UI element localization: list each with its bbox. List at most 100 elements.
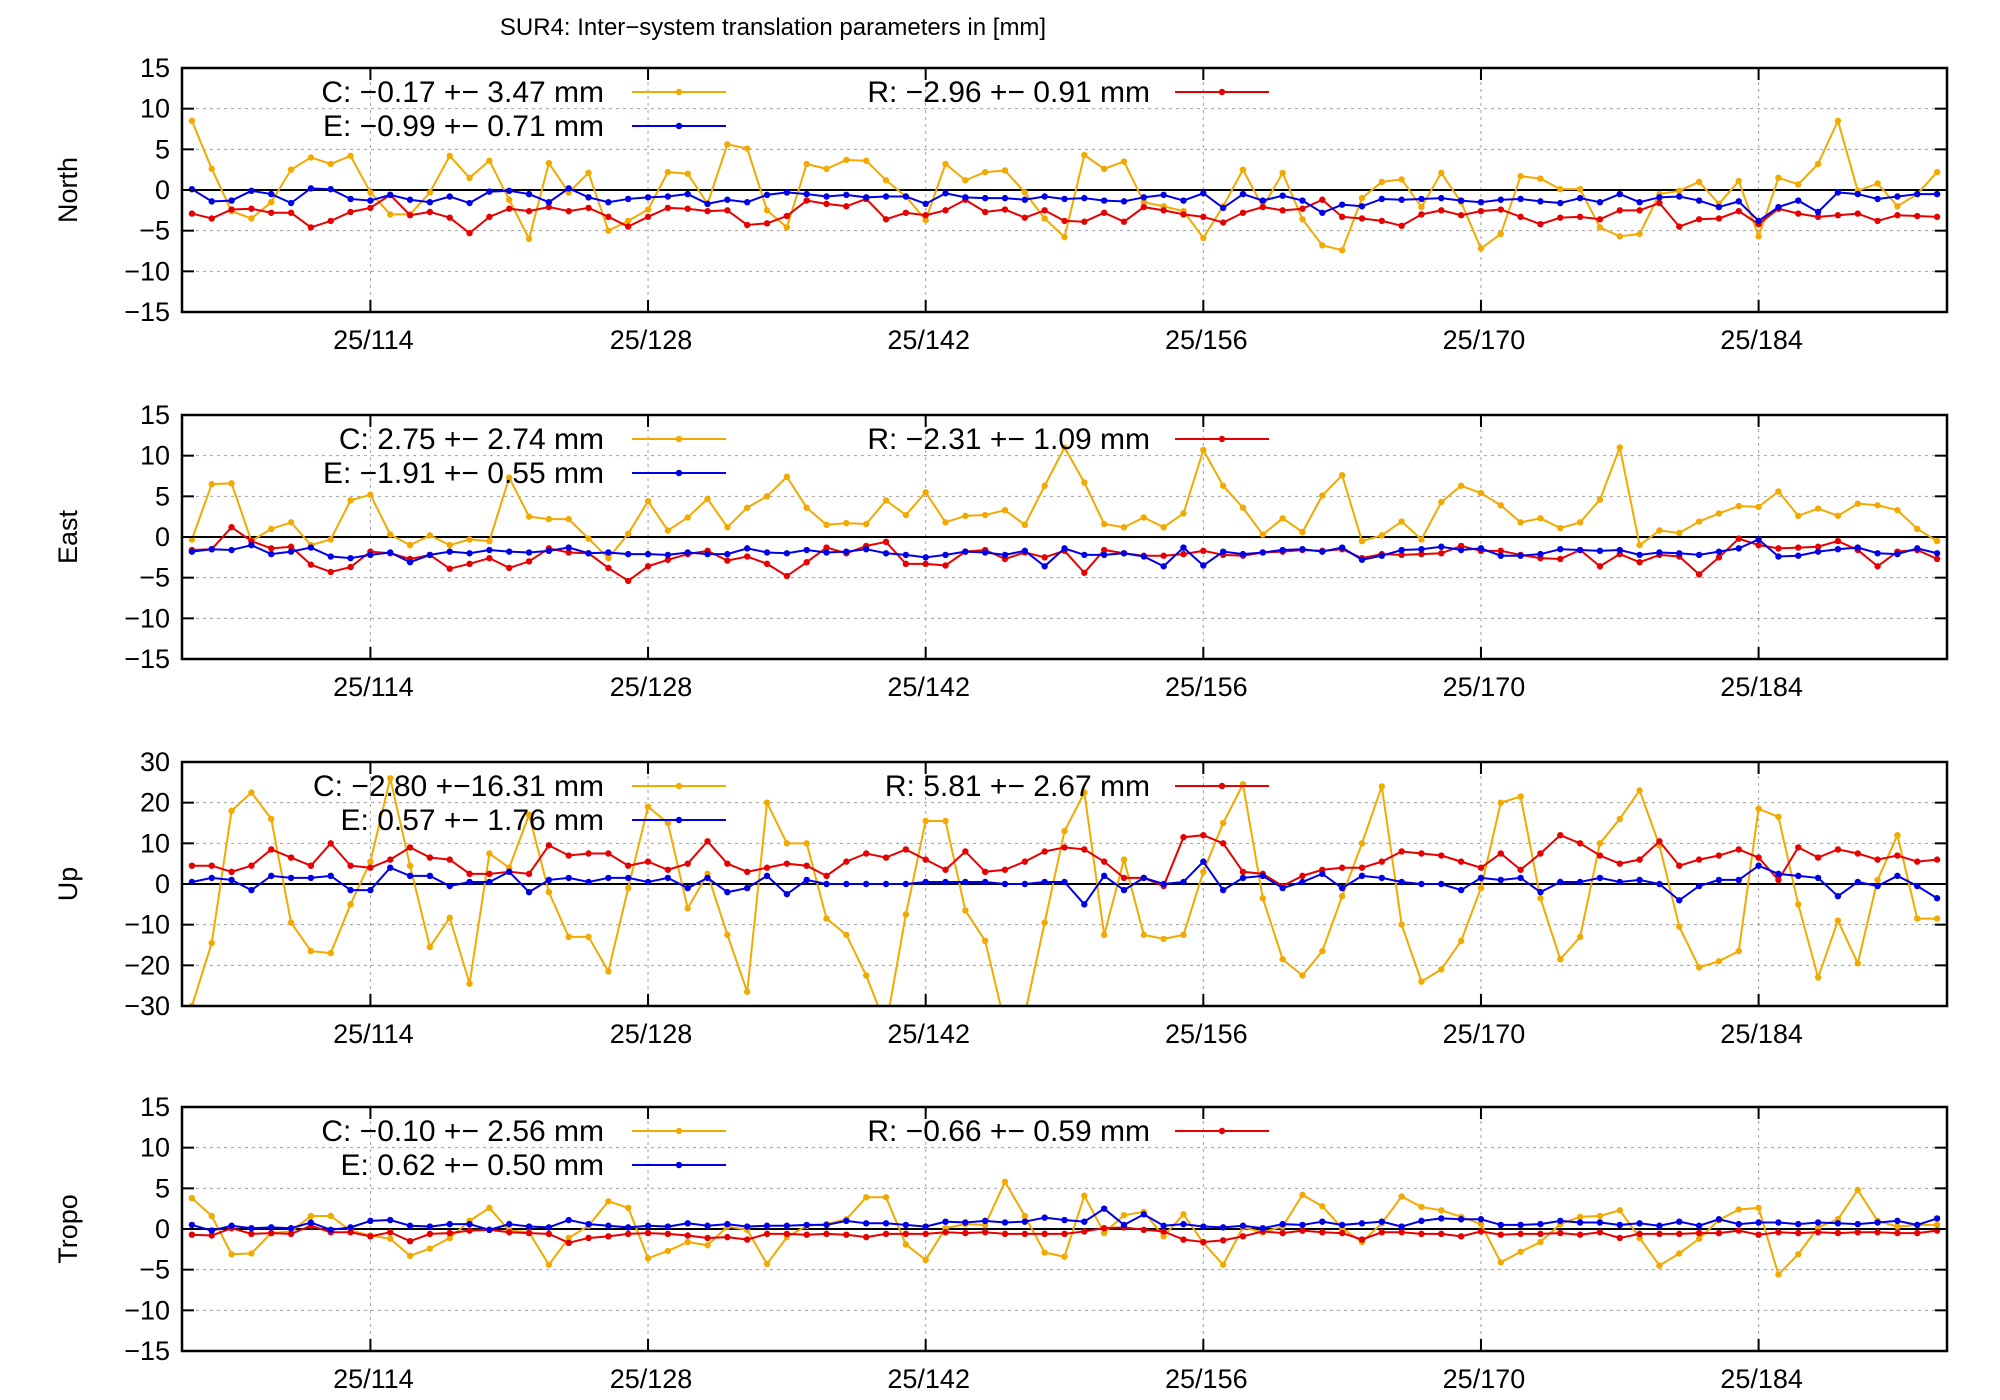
data-point-C <box>763 207 771 214</box>
legend-swatch-point <box>1218 435 1226 443</box>
series-line-E <box>191 187 1938 223</box>
data-point-E <box>1795 1220 1802 1228</box>
data-point-C <box>1894 832 1901 839</box>
data-point-R <box>327 568 334 576</box>
data-point-E <box>1279 546 1286 554</box>
data-point-R <box>1755 1231 1762 1238</box>
data-point-C <box>1319 242 1326 249</box>
data-point-R <box>565 207 572 215</box>
legend-swatch-point <box>675 469 683 477</box>
data-point-R <box>466 870 473 878</box>
data-point-E <box>1616 878 1623 886</box>
data-point-E <box>1457 886 1465 894</box>
data-point-C <box>1933 1221 1941 1229</box>
data-point-E <box>406 196 414 203</box>
data-point-C <box>625 530 632 537</box>
data-point-E <box>902 551 910 559</box>
data-point-E <box>763 549 771 556</box>
data-point-E <box>525 888 533 896</box>
y-tick-label: −5 <box>139 216 170 246</box>
data-point-R <box>1874 856 1881 863</box>
data-point-E <box>981 1217 989 1225</box>
data-point-E <box>1834 546 1842 553</box>
data-point-R <box>625 577 632 585</box>
data-point-R <box>1636 1230 1643 1238</box>
data-point-R <box>525 870 533 878</box>
y-tick-label: 10 <box>140 1133 170 1163</box>
data-point-C <box>1100 165 1108 173</box>
data-point-R <box>1180 834 1187 841</box>
data-point-E <box>625 874 632 882</box>
data-point-R <box>664 204 672 212</box>
data-point-E <box>922 554 929 561</box>
data-point-C <box>1596 1212 1604 1220</box>
data-point-E <box>1378 552 1386 559</box>
data-point-R <box>1596 563 1604 570</box>
data-point-R <box>1715 852 1723 859</box>
x-tick-label: 25/170 <box>1443 672 1526 702</box>
data-point-E <box>1775 553 1782 560</box>
data-point-E <box>1616 1221 1623 1229</box>
data-point-C <box>307 1212 315 1220</box>
data-point-E <box>1656 880 1663 888</box>
data-point-E <box>1120 198 1128 205</box>
data-point-R <box>1239 1233 1247 1240</box>
data-point-C <box>1418 1203 1425 1211</box>
data-point-R <box>1081 218 1088 225</box>
data-point-C <box>1517 519 1524 526</box>
legend-entry-R: R: −2.96 +− 0.91 mm <box>867 76 1269 109</box>
data-point-C <box>1398 1193 1405 1200</box>
data-point-E <box>1517 1221 1524 1229</box>
data-point-R <box>1398 222 1405 229</box>
data-point-C <box>1457 482 1465 489</box>
data-point-R <box>268 846 275 853</box>
data-point-E <box>1140 553 1148 560</box>
series-E <box>188 858 1941 908</box>
data-point-E <box>704 874 711 882</box>
data-point-C <box>1636 541 1643 549</box>
legend-entry-E: E: −0.99 +− 0.71 mm <box>323 110 726 143</box>
data-point-E <box>664 874 672 882</box>
data-point-C <box>803 840 810 847</box>
data-point-C <box>1438 169 1445 177</box>
data-point-R <box>1616 1234 1623 1242</box>
data-point-R <box>1418 850 1425 857</box>
data-point-R <box>545 842 553 849</box>
data-point-E <box>1418 1217 1425 1225</box>
data-point-C <box>307 154 315 161</box>
data-point-R <box>704 207 711 215</box>
data-point-E <box>1755 1219 1762 1226</box>
data-point-C <box>1676 923 1683 930</box>
data-point-R <box>1021 214 1029 221</box>
data-point-E <box>803 190 810 198</box>
data-point-E <box>1695 882 1703 890</box>
data-point-R <box>287 1230 295 1238</box>
data-point-R <box>1299 1227 1306 1234</box>
data-point-R <box>823 200 830 208</box>
data-point-R <box>684 860 691 867</box>
x-tick-label: 25/156 <box>1165 1019 1248 1049</box>
data-point-C <box>1338 471 1346 479</box>
data-point-R <box>1735 846 1742 853</box>
data-point-E <box>684 549 691 556</box>
data-point-E <box>704 1222 711 1229</box>
data-point-E <box>644 550 652 558</box>
data-point-R <box>585 1234 592 1242</box>
data-point-R <box>684 205 691 212</box>
data-point-E <box>1319 209 1326 216</box>
data-point-C <box>862 157 870 164</box>
data-point-C <box>1735 1206 1742 1213</box>
y-tick-label: 15 <box>140 1092 170 1122</box>
data-point-R <box>1894 212 1901 219</box>
data-point-R <box>1180 211 1187 218</box>
data-point-R <box>1933 213 1941 221</box>
data-point-E <box>426 551 434 559</box>
data-point-C <box>466 174 473 181</box>
data-point-E <box>1676 1218 1683 1225</box>
data-point-R <box>446 565 453 572</box>
data-point-E <box>1497 1221 1504 1229</box>
data-point-C <box>981 511 989 519</box>
x-tick-label: 25/184 <box>1720 325 1803 355</box>
data-point-R <box>1418 211 1425 218</box>
legend-entry-E: E: −1.91 +− 0.55 mm <box>323 457 726 490</box>
